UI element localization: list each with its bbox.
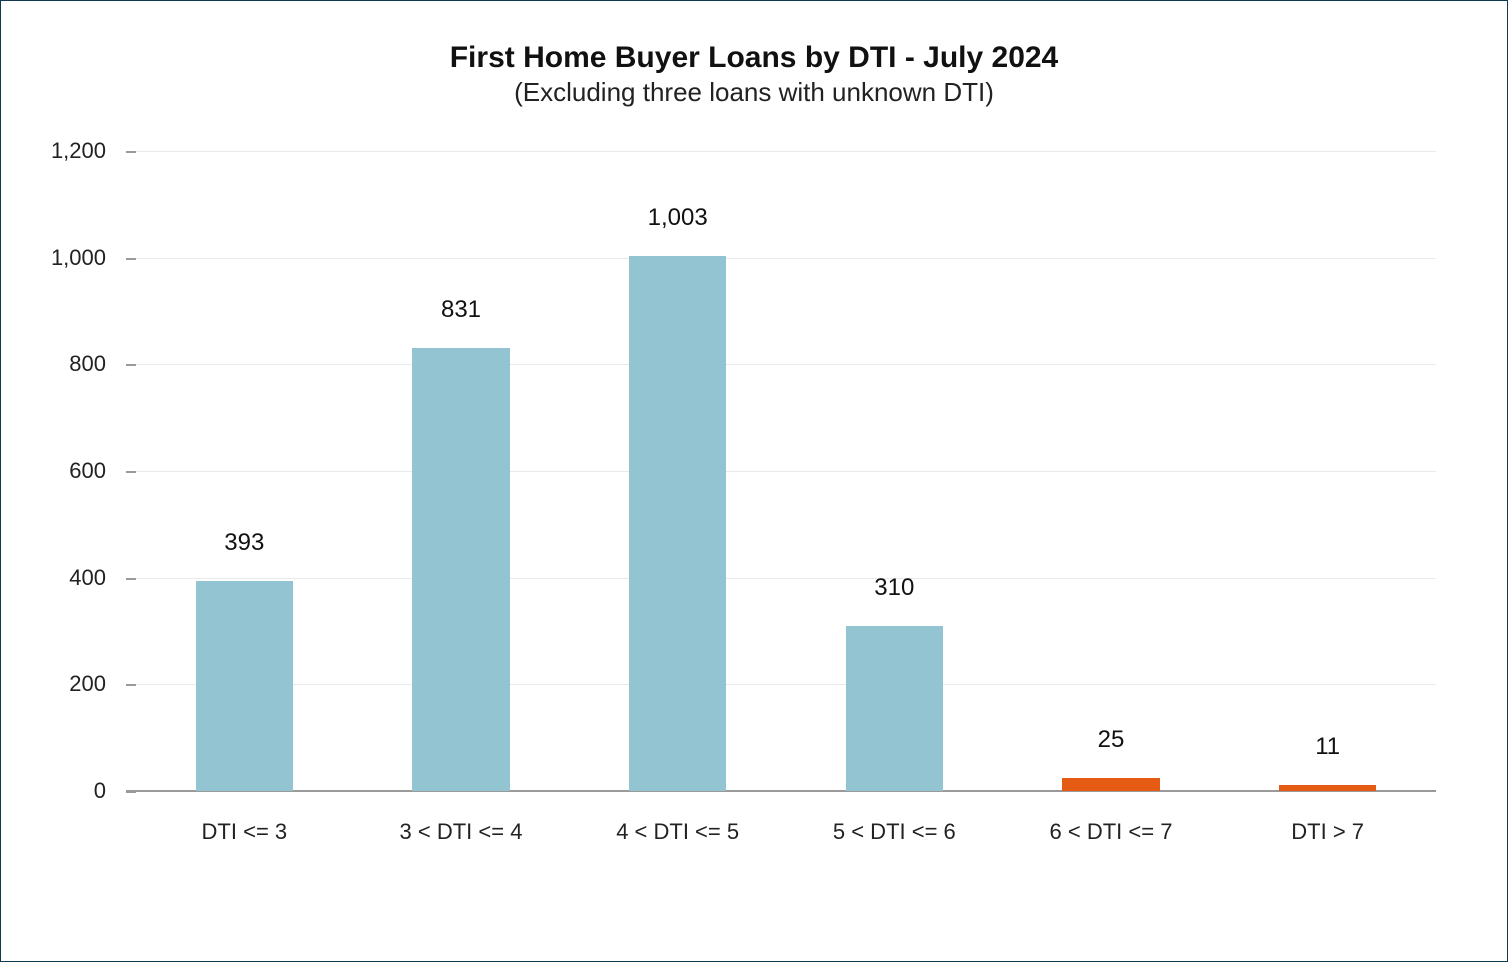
plot-area: 02004006008001,0001,200393DTI <= 38313 <… (136, 151, 1436, 791)
y-tick-mark (126, 364, 136, 366)
gridline (136, 364, 1436, 365)
bar-value-label: 1,003 (598, 204, 758, 232)
bar (1062, 778, 1160, 791)
bar-value-label: 393 (164, 529, 324, 557)
bar-value-label: 11 (1248, 733, 1408, 761)
chart-subtitle: (Excluding three loans with unknown DTI) (1, 77, 1507, 108)
y-tick-mark (126, 471, 136, 473)
bar (846, 626, 944, 791)
x-tick-label: 3 < DTI <= 4 (351, 819, 571, 845)
bar-value-label: 310 (814, 574, 974, 602)
gridline (136, 578, 1436, 579)
y-tick-label: 600 (6, 458, 106, 484)
y-tick-label: 0 (6, 778, 106, 804)
bar-value-label: 831 (381, 296, 541, 324)
bar-value-label: 25 (1031, 726, 1191, 754)
chart-frame: First Home Buyer Loans by DTI - July 202… (0, 0, 1508, 962)
y-tick-label: 200 (6, 671, 106, 697)
gridline (136, 684, 1436, 685)
x-tick-label: DTI > 7 (1218, 819, 1438, 845)
x-axis-line (126, 790, 1436, 792)
chart-title: First Home Buyer Loans by DTI - July 202… (1, 41, 1507, 75)
x-tick-label: 4 < DTI <= 5 (568, 819, 788, 845)
bar (629, 256, 727, 791)
bar (196, 581, 294, 791)
y-tick-label: 1,000 (6, 245, 106, 271)
gridline (136, 471, 1436, 472)
y-tick-mark (126, 151, 136, 153)
x-tick-label: DTI <= 3 (134, 819, 354, 845)
y-tick-label: 1,200 (6, 138, 106, 164)
y-tick-mark (126, 684, 136, 686)
gridline (136, 151, 1436, 152)
x-tick-label: 6 < DTI <= 7 (1001, 819, 1221, 845)
gridline (136, 258, 1436, 259)
x-tick-label: 5 < DTI <= 6 (784, 819, 1004, 845)
y-tick-label: 400 (6, 565, 106, 591)
bar (412, 348, 510, 791)
y-tick-label: 800 (6, 351, 106, 377)
y-tick-mark (126, 258, 136, 260)
chart-titles: First Home Buyer Loans by DTI - July 202… (1, 41, 1507, 108)
y-tick-mark (126, 578, 136, 580)
bar (1279, 785, 1377, 791)
